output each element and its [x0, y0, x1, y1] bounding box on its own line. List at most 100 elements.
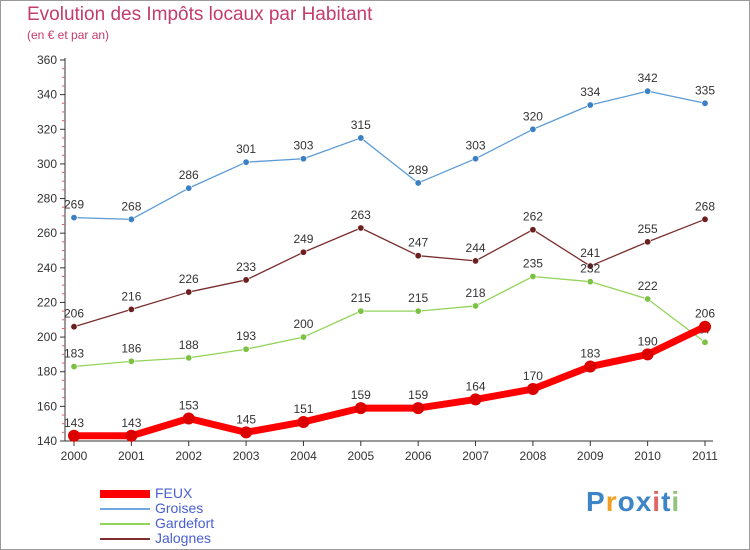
data-label-gardefort: 215: [408, 291, 428, 305]
series-line-feux: [70, 323, 709, 440]
legend-swatch-groises: [100, 508, 150, 510]
data-point-groises: [70, 214, 78, 222]
x-tick-label: 2010: [634, 449, 661, 463]
logo-letter: i: [652, 486, 662, 517]
data-point-jalognes: [357, 224, 365, 232]
data-point-jalognes: [185, 288, 193, 296]
data-point-groises: [242, 158, 250, 166]
logo-letter: o: [617, 486, 636, 517]
data-label-jalognes: 255: [638, 222, 658, 236]
data-point-groises: [185, 184, 193, 192]
data-point-feux: [297, 415, 310, 428]
data-label-groises: 303: [293, 139, 313, 153]
chart-subtitle: (en € et par an): [27, 28, 110, 42]
x-tick-label: 2006: [405, 449, 432, 463]
data-point-jalognes: [242, 276, 250, 284]
data-point-jalognes: [529, 226, 537, 234]
y-tick-label: 180: [37, 365, 57, 379]
data-point-gardefort: [472, 302, 480, 310]
data-point-gardefort: [586, 278, 594, 286]
data-point-gardefort: [414, 307, 422, 315]
data-point-jalognes: [299, 248, 307, 256]
data-label-feux: 153: [179, 398, 199, 412]
legend-label-feux: FEUX: [155, 485, 193, 501]
data-label-jalognes: 268: [695, 199, 715, 213]
data-label-feux: 159: [351, 388, 371, 402]
x-tick-label: 2008: [520, 449, 547, 463]
data-label-groises: 286: [179, 168, 199, 182]
proxiti-logo: Proxiti: [586, 486, 680, 518]
y-tick-label: 360: [37, 53, 57, 67]
y-tick-label: 160: [37, 399, 57, 413]
data-label-feux: 183: [580, 347, 600, 361]
logo-letter: i: [671, 486, 681, 517]
data-label-feux: 159: [408, 388, 428, 402]
data-label-groises: 320: [523, 109, 543, 123]
data-point-feux: [182, 412, 195, 425]
data-label-jalognes: 262: [523, 210, 543, 224]
series-line-jalognes: [73, 218, 706, 328]
x-tick-label: 2002: [175, 449, 202, 463]
x-tick-label: 2000: [61, 449, 88, 463]
data-point-groises: [414, 179, 422, 187]
data-label-gardefort: 232: [580, 262, 600, 276]
data-label-jalognes: 241: [580, 246, 600, 260]
data-point-groises: [644, 87, 652, 95]
legend-swatch-jalognes: [100, 538, 150, 540]
data-label-feux: 143: [64, 416, 84, 430]
x-tick-label: 2005: [347, 449, 374, 463]
data-label-feux: 151: [293, 402, 313, 416]
data-label-jalognes: 233: [236, 260, 256, 274]
legend-swatch-gardefort: [100, 523, 150, 525]
data-label-feux: 145: [236, 412, 256, 426]
data-point-groises: [586, 101, 594, 109]
logo-letter: x: [635, 486, 653, 517]
data-point-jalognes: [644, 238, 652, 246]
series-line-groises: [73, 90, 706, 220]
data-point-gardefort: [127, 357, 135, 365]
data-point-groises: [127, 215, 135, 223]
data-point-jalognes: [472, 257, 480, 265]
y-tick-label: 140: [37, 434, 57, 448]
data-point-jalognes: [414, 252, 422, 260]
y-tick-label: 320: [37, 122, 57, 136]
data-label-jalognes: 244: [466, 241, 486, 255]
data-point-feux: [68, 429, 80, 442]
x-tick-label: 2011: [692, 449, 718, 463]
x-tick-label: 2004: [290, 449, 317, 463]
data-label-gardefort: 188: [179, 338, 199, 352]
x-tick-label: 2009: [577, 449, 604, 463]
logo-letter: t: [661, 486, 672, 517]
data-point-jalognes: [70, 323, 78, 331]
data-label-groises: 303: [466, 139, 486, 153]
data-point-gardefort: [299, 333, 307, 341]
data-label-jalognes: 263: [351, 208, 371, 222]
data-label-groises: 301: [236, 142, 256, 156]
data-label-feux: 164: [466, 379, 486, 393]
y-tick-label: 240: [37, 261, 57, 275]
data-label-groises: 334: [580, 85, 600, 99]
data-label-jalognes: 216: [121, 289, 141, 303]
data-point-feux: [526, 383, 539, 396]
y-tick-label: 300: [37, 157, 57, 171]
data-label-jalognes: 226: [179, 272, 199, 286]
data-point-jalognes: [701, 215, 709, 223]
data-label-gardefort: 222: [638, 279, 658, 293]
x-tick-label: 2001: [118, 449, 145, 463]
logo-letter: P: [586, 486, 606, 517]
data-label-groises: 335: [695, 83, 715, 97]
data-label-gardefort: 193: [236, 329, 256, 343]
data-point-groises: [472, 155, 480, 163]
data-point-groises: [529, 125, 537, 133]
data-point-feux: [584, 360, 597, 373]
data-point-groises: [357, 134, 365, 142]
data-point-feux: [412, 402, 425, 415]
data-point-gardefort: [529, 272, 537, 280]
data-point-gardefort: [357, 307, 365, 315]
legend-label-jalognes: Jalognes: [155, 530, 212, 546]
data-point-feux: [125, 429, 138, 442]
data-label-groises: 269: [64, 198, 84, 212]
data-point-groises: [701, 99, 709, 107]
